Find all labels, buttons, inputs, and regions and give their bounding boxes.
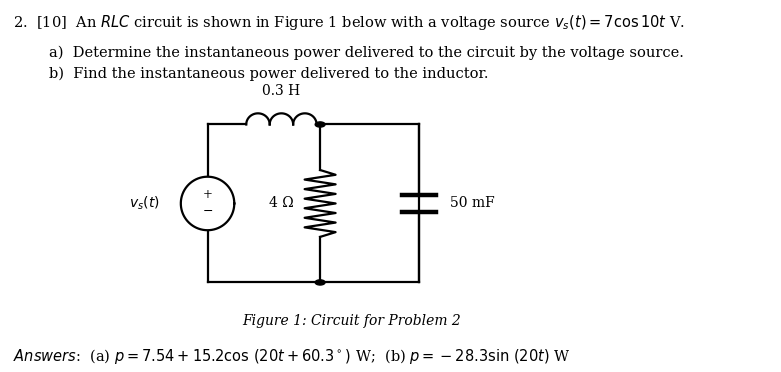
Text: 4 Ω: 4 Ω <box>269 196 294 211</box>
Circle shape <box>316 280 325 285</box>
Text: a)  Determine the instantaneous power delivered to the circuit by the voltage so: a) Determine the instantaneous power del… <box>49 45 684 60</box>
Text: b)  Find the instantaneous power delivered to the inductor.: b) Find the instantaneous power delivere… <box>49 67 489 81</box>
Text: $v_s(t)$: $v_s(t)$ <box>129 195 159 212</box>
Text: Figure 1: Circuit for Problem 2: Figure 1: Circuit for Problem 2 <box>242 314 461 328</box>
Text: 50 mF: 50 mF <box>450 196 494 211</box>
Text: +: + <box>202 187 212 201</box>
Circle shape <box>316 122 325 127</box>
Text: $\mathit{Answers}$:  (a) $p = 7.54 + 15.2\cos\,(20t + 60.3^\circ)$ W;  (b) $p = : $\mathit{Answers}$: (a) $p = 7.54 + 15.2… <box>12 347 570 366</box>
Text: 2.  [10]  An $\mathit{RLC}$ circuit is shown in Figure 1 below with a voltage so: 2. [10] An $\mathit{RLC}$ circuit is sho… <box>12 13 684 32</box>
Text: −: − <box>202 205 212 218</box>
Text: 0.3 H: 0.3 H <box>262 84 301 99</box>
